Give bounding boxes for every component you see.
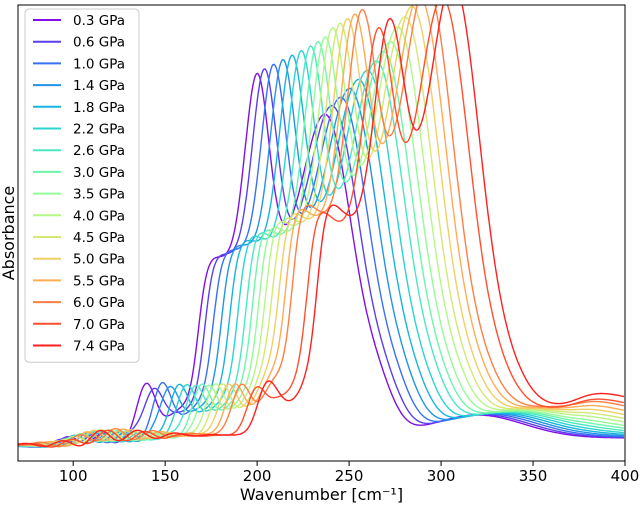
legend-entry: 4.0 GPa (73, 208, 125, 224)
x-tick-label: 400 (611, 467, 640, 485)
legend-entry: 5.5 GPa (73, 273, 125, 289)
legend-entry: 4.5 GPa (73, 230, 125, 246)
legend-entry: 0.6 GPa (73, 35, 125, 51)
plot-frame (17, 4, 626, 462)
legend-entry: 5.0 GPa (73, 252, 125, 268)
x-tick-label: 250 (335, 467, 364, 485)
y-axis-label: Absorbance (0, 186, 18, 281)
series-line-2-2-gpa (18, 49, 624, 448)
legend-entry: 7.4 GPa (73, 339, 125, 355)
legend-entry: 2.6 GPa (73, 143, 125, 159)
x-axis-ticks: 100 150 200 250 300 350 400 (59, 461, 639, 485)
x-axis-label: Wavenumber [cm⁻¹] (240, 485, 403, 504)
series-line-7-4-gpa (18, 5, 625, 448)
legend-entry: 3.5 GPa (73, 187, 125, 203)
legend-entry: 7.0 GPa (73, 317, 125, 333)
legend-entry: 1.0 GPa (73, 56, 125, 72)
legend-entry: 3.0 GPa (73, 165, 125, 181)
x-tick-label: 200 (243, 467, 272, 485)
series-line-7-0-gpa (18, 5, 625, 448)
plot-lines (18, 5, 625, 448)
legend-entry: 0.3 GPa (73, 13, 125, 29)
x-tick-label: 350 (519, 467, 548, 485)
legend-entry: 6.0 GPa (73, 295, 125, 311)
legend-entry: 1.8 GPa (73, 100, 125, 116)
x-tick-label: 300 (427, 467, 456, 485)
legend-box (24, 8, 140, 363)
legend-entry: 2.2 GPa (73, 122, 125, 138)
x-tick-label: 150 (151, 467, 180, 485)
legend-entry: 1.4 GPa (73, 78, 125, 94)
legend: 0.3 GPa 0.6 GPa 1.0 GPa 1.4 GPa 1.8 GPa 2.2 G… (24, 8, 140, 363)
series-line-1-4-gpa (18, 58, 624, 448)
series-line-6-0-gpa (18, 5, 625, 448)
x-tick-label: 100 (59, 467, 88, 485)
